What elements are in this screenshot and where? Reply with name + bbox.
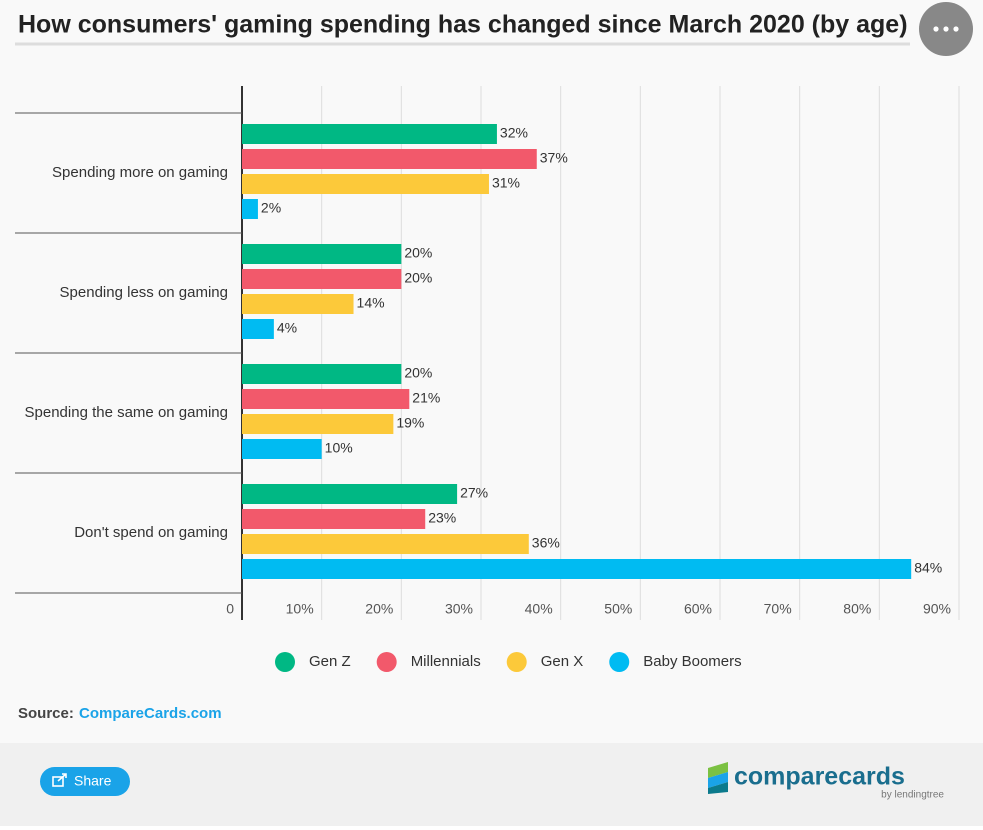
x-tick-label: 80% [843,601,871,617]
x-tick-label: 90% [923,601,951,617]
bar [242,199,258,219]
y-tick-label: Spending the same on gaming [25,404,228,421]
x-tick-label: 50% [604,601,632,617]
data-label: 20% [404,245,432,261]
logo: comparecards by lendingtree [708,762,944,801]
x-tick-label: 30% [445,601,473,617]
x-tick-label: 40% [525,601,553,617]
bar [242,149,537,169]
bar [242,364,402,384]
bar [242,414,394,434]
data-label: 21% [412,390,440,406]
data-label: 2% [261,200,281,216]
legend-marker [609,652,630,672]
x-tick-label: 70% [764,601,792,617]
data-label: 37% [540,150,568,166]
logo-subtext: by lendingtree [881,790,944,801]
footer-background [0,743,983,826]
bar [242,534,529,554]
y-tick-label: Spending more on gaming [52,164,228,181]
bar [242,174,489,194]
share-label[interactable]: Share [74,773,112,789]
legend-label: Gen X [541,653,584,670]
bar [242,484,458,504]
x-tick-label: 60% [684,601,712,617]
legend-marker [376,652,397,672]
data-label: 31% [492,175,520,191]
legend-marker [506,652,527,672]
legend-marker [275,652,295,672]
bar [242,294,354,314]
x-tick-label: 20% [365,601,393,617]
x-tick-label: 0 [226,601,234,617]
data-label: 27% [460,485,488,501]
source-label: Source: [18,705,74,722]
chart-background [0,0,983,743]
data-label: 36% [532,535,560,551]
source-link[interactable]: CompareCards.com [79,705,222,722]
legend-label: Gen Z [309,653,351,670]
data-label: 4% [277,320,297,336]
bar [242,509,426,529]
bar [242,439,322,459]
bar [242,319,274,339]
menu-button[interactable] [919,2,973,56]
bar [242,559,912,579]
legend-label: Millennials [411,653,481,670]
chart-title: How consumers' gaming spending has chang… [18,11,908,39]
data-label: 32% [500,125,528,141]
bar [242,244,402,264]
plot: 0 10% 20% 30% 40% 50% 60% 70% 80% 90% Spending mor… [15,86,960,672]
data-label: 20% [404,365,432,381]
data-label: 23% [428,510,456,526]
data-label: 14% [357,295,385,311]
data-label: 20% [404,270,432,286]
x-tick-label: 10% [286,601,314,617]
data-label: 10% [325,440,353,456]
bar [242,389,410,409]
data-label: 19% [396,415,424,431]
bar [242,124,497,144]
data-label: 84% [914,560,942,576]
share-button[interactable]: Share [40,767,130,796]
y-tick-label: Spending less on gaming [60,284,228,301]
y-tick-label: Don't spend on gaming [74,524,228,541]
logo-text: comparecards [734,763,905,791]
bar [242,269,402,289]
legend-label: Baby Boomers [643,653,741,670]
